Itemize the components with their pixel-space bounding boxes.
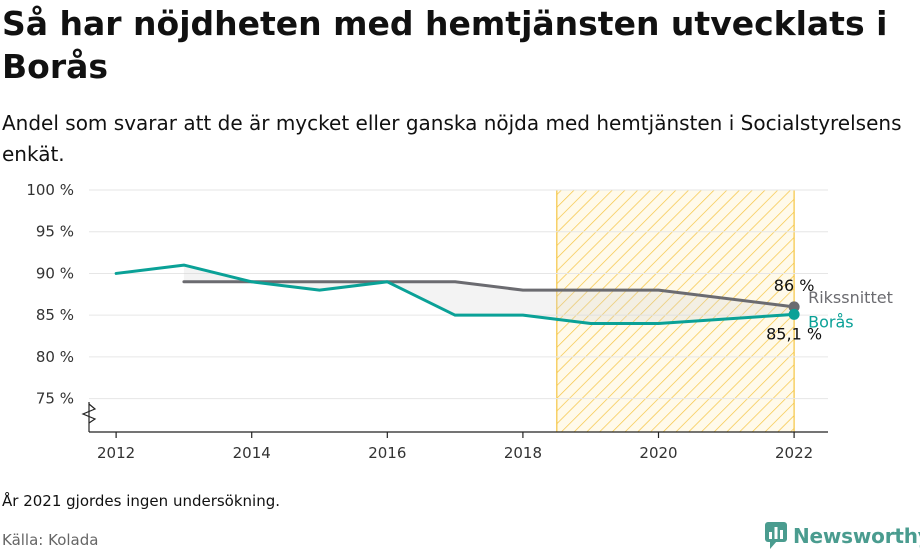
brand-logo: Newsworthy — [764, 520, 920, 552]
x-tick-label: 2018 — [504, 444, 542, 462]
chart-footnote: År 2021 gjordes ingen undersökning. — [2, 492, 281, 510]
value-label-rikssnittet: 86 % — [774, 276, 815, 295]
axis-break-icon — [81, 403, 97, 424]
value-label-boras: 85,1 % — [766, 324, 822, 343]
series-line-boras — [114, 263, 796, 326]
x-tick-label: 2012 — [97, 444, 135, 462]
y-tick-label: 95 % — [36, 223, 74, 241]
x-tick-label: 2022 — [775, 444, 813, 462]
source-credit: Källa: Kolada — [2, 531, 99, 549]
y-tick-label: 100 % — [26, 181, 74, 199]
y-tick-label: 75 % — [36, 390, 74, 408]
series-label-boras: Borås — [808, 312, 853, 331]
x-tick-label: 2020 — [639, 444, 677, 462]
highlight-band — [556, 190, 795, 432]
x-tick-label: 2016 — [368, 444, 406, 462]
series-label-rikssnittet: Rikssnittet — [808, 288, 893, 307]
brand-name: Newsworthy — [793, 524, 920, 548]
newsworthy-logo-icon — [765, 522, 787, 549]
x-tick-label: 2014 — [233, 444, 271, 462]
difference-area — [183, 265, 795, 324]
y-tick-label: 90 % — [36, 264, 74, 282]
chart-title: Så har nöjdheten med hemtjänsten utveckl… — [2, 4, 888, 86]
y-tick-label: 80 % — [36, 348, 74, 366]
end-marker-boras — [788, 308, 800, 320]
y-tick-label: 85 % — [36, 306, 74, 324]
chart-subtitle: Andel som svarar att de är mycket eller … — [2, 111, 902, 166]
line-chart: 75 % 80 % 85 % 90 % 95 % 100 % 2012 2014 2016 20… — [26, 181, 893, 462]
